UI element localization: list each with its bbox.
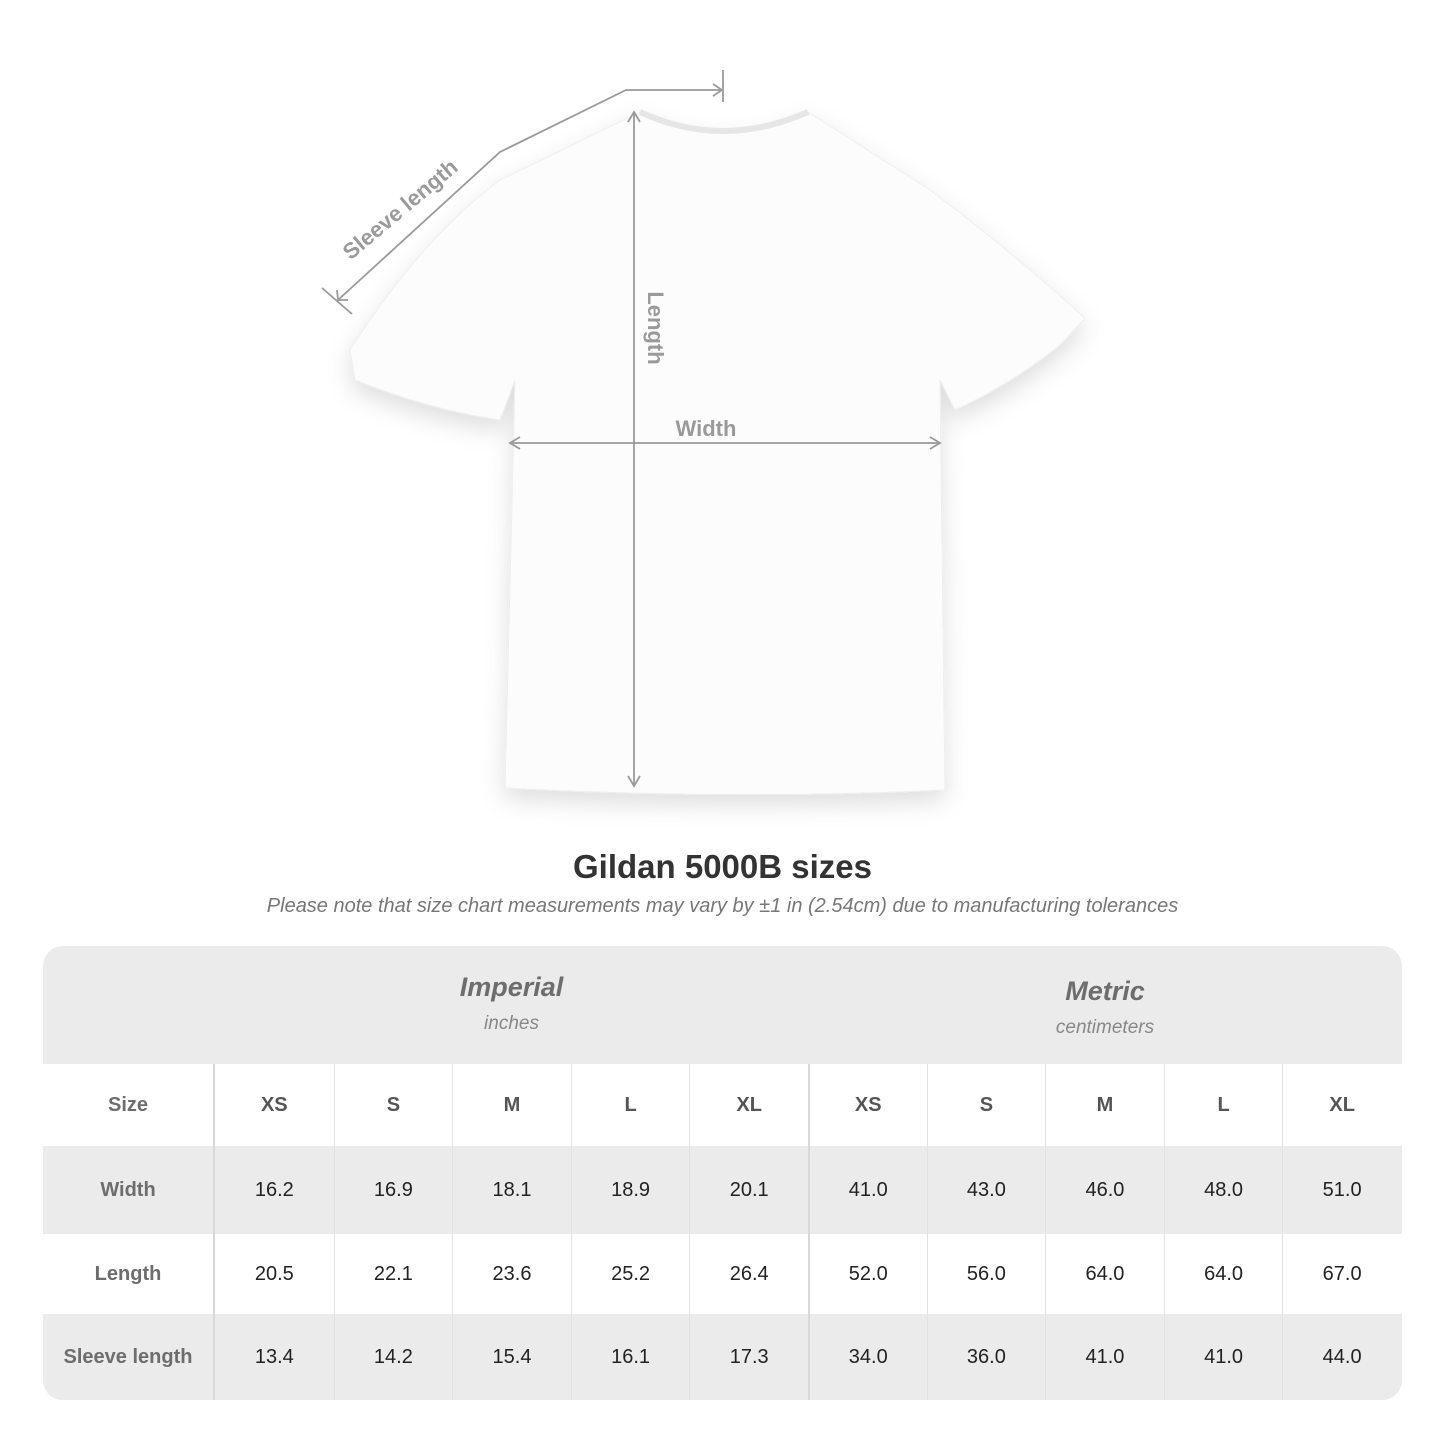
- table-cell: 20.1: [689, 1146, 808, 1234]
- table-cell: 16.9: [333, 1146, 453, 1234]
- size-table: Imperial inches Metric centimeters Size X…: [43, 946, 1402, 1400]
- width-label: Width: [676, 416, 737, 441]
- table-cell: 17.3: [689, 1314, 808, 1400]
- tshirt-diagram: Sleeve length Length Width: [321, 70, 1086, 796]
- table-cell: 67.0: [1282, 1234, 1401, 1314]
- row-label: Length: [43, 1234, 215, 1314]
- table-cell: 16.2: [254, 1178, 294, 1201]
- table-cell: 41.0: [1163, 1314, 1283, 1400]
- table-cell: 44.0: [1282, 1314, 1401, 1400]
- table-cell: 56.0: [926, 1234, 1046, 1314]
- table-cell: 48.0: [1163, 1146, 1283, 1234]
- table-cell: XS: [807, 1064, 927, 1146]
- table-cell: 46.0: [1045, 1146, 1164, 1234]
- table-cell: M: [1045, 1064, 1164, 1146]
- table-cell: 36.0: [926, 1314, 1046, 1400]
- metric-header: Metric centimeters: [808, 946, 1402, 1064]
- table-cell: XL: [689, 1064, 808, 1146]
- table-cell: 23.6: [452, 1234, 571, 1314]
- metric-unit: centimeters: [1055, 1017, 1155, 1038]
- table-cell: 52.0: [807, 1234, 927, 1314]
- table-cell: 34.0: [807, 1314, 927, 1400]
- table-cell: 51.0: [1282, 1146, 1401, 1234]
- table-cell: XS: [260, 1093, 288, 1116]
- table-cell: 18.1: [452, 1146, 571, 1234]
- imperial-header: Imperial inches: [215, 946, 808, 1064]
- table-cell: S: [333, 1064, 453, 1146]
- table-cell: 14.2: [333, 1314, 453, 1400]
- table-cell: 26.4: [689, 1234, 808, 1314]
- table-cell: L: [570, 1064, 690, 1146]
- table-row: Width 16.2 16.9 18.1 18.9 20.1 41.0 43.0 46.0 48.…: [43, 1146, 1402, 1234]
- imperial-label: Imperial: [459, 972, 564, 1002]
- table-cell: 41.0: [1045, 1314, 1164, 1400]
- table-cell: 25.2: [570, 1234, 690, 1314]
- chart-title: Gildan 5000B sizes: [573, 848, 872, 885]
- row-label: Sleeve length: [43, 1314, 215, 1400]
- table-cell: 43.0: [926, 1146, 1046, 1234]
- table-cell: S: [926, 1064, 1046, 1146]
- row-label: Size: [43, 1064, 215, 1146]
- table-cell: 13.4: [254, 1345, 294, 1368]
- table-cell: 15.4: [452, 1314, 571, 1400]
- tolerance-note: Please note that size chart measurements…: [266, 895, 1179, 917]
- table-cell: L: [1163, 1064, 1283, 1146]
- table-cell: 64.0: [1045, 1234, 1164, 1314]
- table-cell: 20.5: [254, 1262, 294, 1285]
- imperial-unit: inches: [484, 1013, 539, 1034]
- table-row: Length 20.5 22.1 23.6 25.2 26.4 52.0 56.0 64.0 64…: [43, 1234, 1402, 1314]
- size-header-row: Size XS S M L XL XS S M L XL: [43, 1064, 1402, 1146]
- table-cell: 22.1: [333, 1234, 453, 1314]
- table-cell: 16.1: [570, 1314, 690, 1400]
- table-cell: M: [452, 1064, 571, 1146]
- table-cell: XL: [1282, 1064, 1401, 1146]
- metric-label: Metric: [1065, 976, 1145, 1006]
- table-cell: 64.0: [1163, 1234, 1283, 1314]
- table-row: Sleeve length 13.4 14.2 15.4 16.1 17.3 34.0 36.…: [43, 1314, 1402, 1400]
- table-cell: 18.9: [570, 1146, 690, 1234]
- table-cell: 41.0: [807, 1146, 927, 1234]
- row-label: Width: [43, 1146, 215, 1234]
- length-label: Length: [643, 291, 668, 364]
- tshirt-shape: [349, 111, 1086, 796]
